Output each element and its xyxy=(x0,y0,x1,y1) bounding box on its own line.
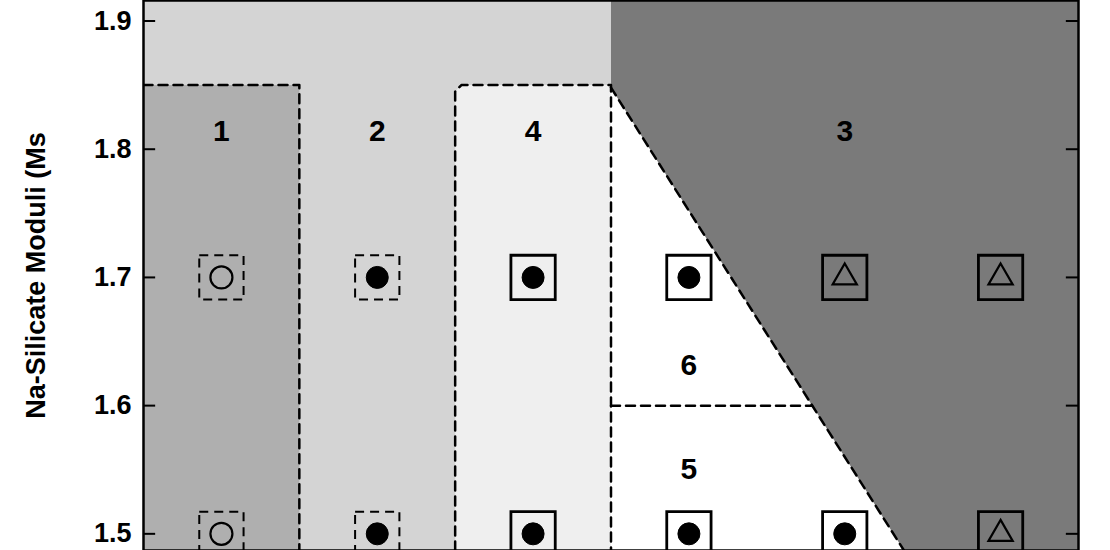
svg-text:4: 4 xyxy=(525,114,542,147)
svg-text:Na-Silicate Moduli (Ms: Na-Silicate Moduli (Ms xyxy=(21,132,51,419)
svg-text:1.9: 1.9 xyxy=(94,6,132,36)
svg-text:1: 1 xyxy=(213,114,230,147)
svg-text:2: 2 xyxy=(369,114,386,147)
svg-text:1.7: 1.7 xyxy=(94,262,132,292)
svg-text:1.5: 1.5 xyxy=(94,518,132,548)
svg-text:1.8: 1.8 xyxy=(94,134,132,164)
svg-text:1.6: 1.6 xyxy=(94,390,132,420)
svg-text:5: 5 xyxy=(681,452,698,485)
svg-text:6: 6 xyxy=(681,348,698,381)
svg-text:3: 3 xyxy=(836,114,853,147)
